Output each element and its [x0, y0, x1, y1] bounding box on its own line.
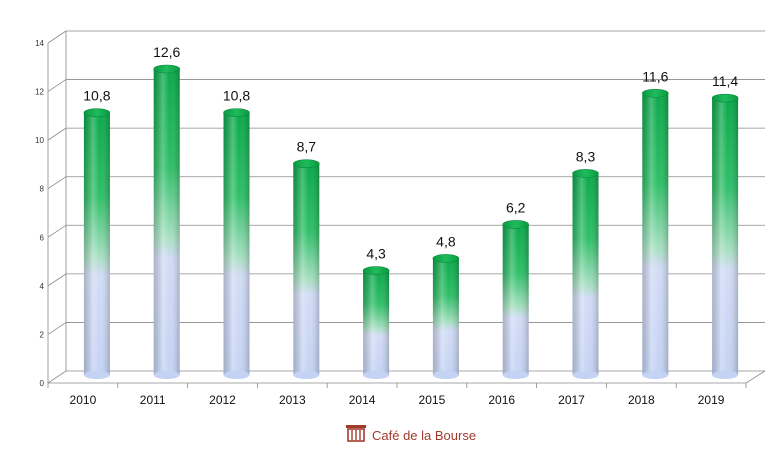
bar-shading	[223, 112, 250, 375]
y-tick-label: 6	[40, 233, 45, 242]
gridlines	[47, 30, 765, 384]
bar-base	[223, 371, 250, 379]
bar-cap	[502, 220, 530, 229]
bar-base	[712, 371, 739, 379]
x-tick-label: 2015	[419, 393, 446, 407]
brand-logo: Café de la Bourse	[346, 425, 476, 443]
bar-base	[502, 371, 529, 379]
bar-cap	[83, 108, 111, 118]
bar-cap	[432, 254, 460, 263]
bar	[432, 254, 460, 379]
data-label: 6,2	[506, 199, 526, 215]
bar-shading	[712, 98, 739, 376]
bar-shading	[572, 173, 599, 375]
y-tick-label: 10	[35, 136, 44, 145]
bar-base	[153, 371, 180, 379]
x-tick-label: 2011	[140, 393, 166, 407]
data-label: 4,3	[366, 246, 386, 262]
gridline-depth	[47, 322, 67, 335]
bar-base	[642, 371, 669, 379]
bar	[292, 159, 320, 379]
bar-base	[432, 371, 459, 379]
bar	[572, 169, 599, 379]
gridline-depth	[47, 79, 67, 92]
bar-cap	[572, 169, 599, 178]
data-label: 12,6	[153, 44, 180, 60]
bar-base	[293, 371, 320, 379]
bar	[502, 220, 530, 379]
gridline-depth	[47, 224, 67, 238]
bar-cap	[641, 88, 669, 98]
bar-base	[83, 371, 110, 379]
bar	[711, 93, 739, 379]
brand-name: Café de la Bourse	[372, 428, 476, 443]
y-tick-label: 2	[40, 330, 45, 339]
gridline-depth	[47, 176, 67, 190]
x-tick-label: 2010	[70, 393, 97, 407]
bar	[153, 64, 180, 379]
bar-shading	[502, 224, 529, 375]
bar-shading	[293, 163, 320, 375]
x-tick-label: 2018	[628, 393, 655, 407]
x-tick-label: 2012	[209, 393, 236, 407]
bars	[83, 64, 739, 379]
bar-cap	[362, 266, 390, 275]
gridline-depth	[47, 370, 67, 384]
floor-right-edge	[745, 370, 766, 384]
x-tick-label: 2013	[279, 393, 306, 407]
axes	[47, 31, 766, 388]
x-tick-label: 2019	[698, 393, 725, 407]
bar-cap	[711, 93, 739, 103]
gridline-depth	[47, 273, 67, 287]
x-axis-ticks: 2010 2011 2012 2013 2014 2015 2016 2017 2018 2019	[70, 393, 725, 407]
y-tick-label: 4	[40, 282, 45, 291]
bar-cap	[292, 159, 320, 169]
bar-base	[363, 371, 390, 379]
data-labels: 10,8 12,6 10,8 8,7 4,3 4,8 6,2 8,3 11,6 11,4	[83, 44, 738, 262]
bar-base	[572, 371, 599, 379]
data-label: 8,3	[576, 148, 596, 164]
bar-cap	[153, 64, 180, 74]
x-tick-label: 2017	[558, 393, 585, 407]
data-label: 10,8	[223, 88, 250, 104]
bar	[223, 108, 250, 379]
bar-shading	[153, 69, 180, 375]
data-label: 4,8	[436, 233, 456, 249]
gridline-depth	[47, 127, 67, 141]
y-tick-label: 14	[35, 39, 44, 48]
x-tick-label: 2016	[488, 393, 515, 407]
y-tick-label: 12	[35, 88, 44, 97]
bar-shading	[432, 258, 459, 375]
bar	[641, 88, 669, 379]
bar	[83, 108, 111, 379]
bar-shading	[83, 112, 110, 375]
bar-cap	[223, 108, 250, 118]
data-label: 8,7	[297, 139, 317, 155]
data-label: 11,6	[642, 68, 668, 84]
basket-icon	[346, 425, 366, 442]
y-tick-label: 0	[40, 379, 45, 388]
y-axis-ticks: 0 2 4 6 8 10 12 14	[35, 39, 44, 388]
y-tick-label: 8	[40, 185, 45, 194]
data-label: 10,8	[83, 88, 110, 104]
bar-shading	[642, 93, 669, 376]
data-label: 11,4	[712, 73, 738, 89]
x-tick-label: 2014	[349, 393, 376, 407]
bar	[362, 266, 390, 379]
bar-shading	[363, 270, 390, 375]
gridline-depth	[47, 30, 67, 44]
